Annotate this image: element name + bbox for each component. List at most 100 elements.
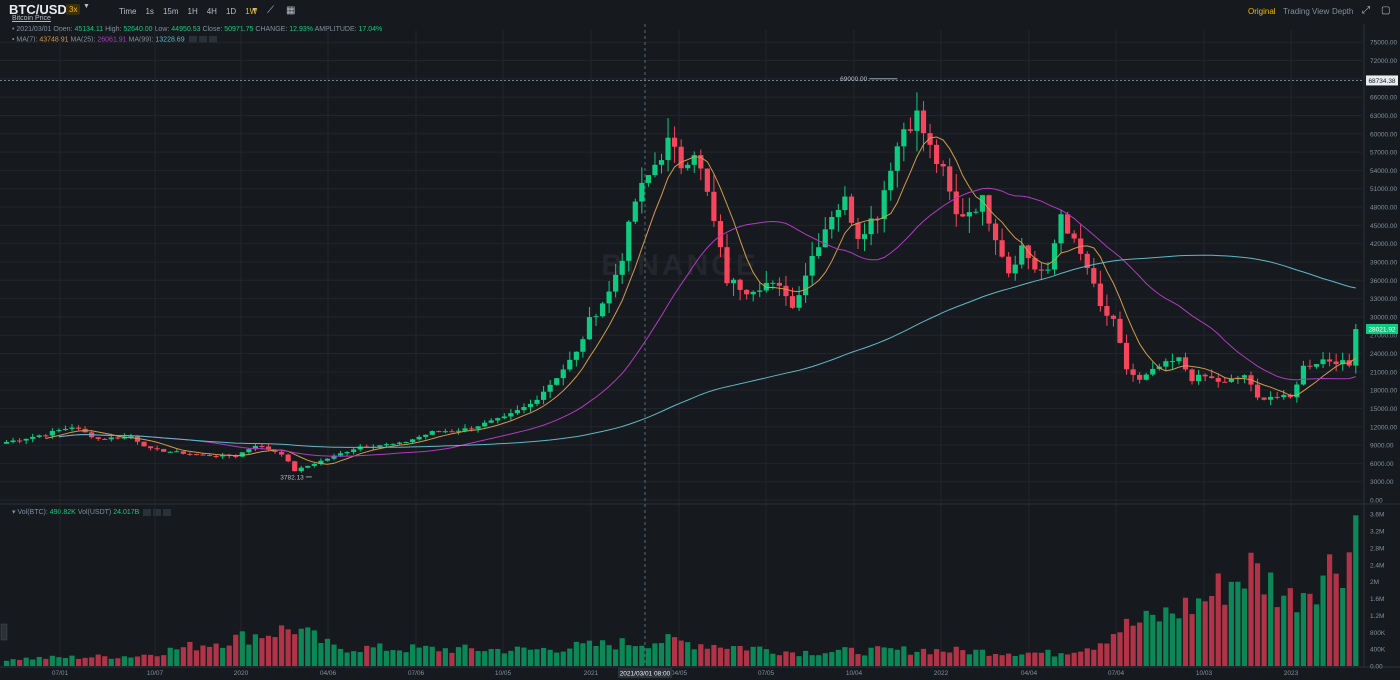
time-tick-label: 07/04 (1108, 670, 1125, 677)
candle-body (907, 129, 913, 131)
candle-body (43, 435, 49, 437)
candle-body (1222, 381, 1228, 383)
fullscreen-icon[interactable]: ⤢ (1362, 5, 1370, 16)
candle-body (1097, 283, 1103, 307)
candle-body (62, 428, 69, 431)
candle-body (1058, 214, 1064, 244)
volume-bar (154, 656, 160, 666)
ma-settings-icon[interactable] (188, 36, 197, 43)
amplitude-label: AMPLITUDE: (314, 26, 357, 33)
interval-1s[interactable]: 1s (145, 7, 154, 16)
view-trading-view[interactable]: Trading View (1283, 7, 1330, 16)
ma-close-icon[interactable] (208, 36, 217, 43)
volume-tick-label: 3.2M (1370, 529, 1384, 536)
chart-settings-icon[interactable]: ▦ (286, 5, 296, 16)
volume-collapse-icon[interactable]: ▾ (12, 509, 18, 516)
interval-1h[interactable]: 1H (187, 7, 198, 16)
vol-close-icon[interactable] (163, 508, 172, 516)
candle-body (521, 407, 527, 411)
candle-body (396, 442, 403, 444)
volume-bar (547, 649, 553, 666)
candle-body (894, 146, 900, 171)
layout-icon[interactable]: ▢ (1381, 5, 1391, 16)
candle-body (960, 214, 966, 217)
candle-body (239, 452, 245, 457)
candle-body (920, 110, 927, 134)
candle-body (154, 448, 160, 450)
time-tick-label: 07/01 (52, 670, 69, 677)
view-original[interactable]: Original (1248, 7, 1276, 16)
low-label: Low: (154, 26, 170, 33)
ma-legend: • MA(7): 43748.91 MA(25): 26061.91 MA(99… (12, 36, 217, 43)
interval-1d[interactable]: 1D (225, 7, 237, 16)
vol-settings-icon[interactable] (143, 508, 152, 516)
candle-body (639, 182, 645, 202)
volume-bar (1294, 612, 1300, 666)
pair-title[interactable]: BTC/USDT (9, 2, 75, 17)
candle-body (1117, 318, 1123, 343)
volume-bar (193, 650, 200, 666)
volume-bar (495, 648, 501, 666)
volume-bar (121, 656, 127, 666)
interval-1w[interactable]: 1W (245, 7, 258, 16)
price-tick-label: 21000.00 (1370, 369, 1397, 376)
volume-bar (1340, 588, 1346, 666)
volume-bar (1274, 607, 1280, 666)
interval-more-icon[interactable]: ▼ (251, 7, 258, 14)
interval-4h[interactable]: 4H (206, 7, 217, 16)
volume-bar (934, 649, 940, 666)
volume-bar (324, 638, 331, 666)
volume-bar (1176, 618, 1182, 666)
candle-body (1320, 359, 1326, 365)
volume-bar (1268, 572, 1274, 666)
candle-body (763, 282, 769, 291)
candle-body (822, 229, 828, 248)
candle-body (108, 437, 114, 440)
candle-body (1084, 253, 1090, 269)
time-tick-label: 2021 (584, 670, 599, 677)
candle-body (324, 458, 331, 461)
volume-bar (855, 654, 861, 666)
indicator-icon[interactable]: ⟋ (267, 5, 274, 16)
candle-body (750, 291, 756, 295)
candle-body (10, 440, 16, 443)
bitcoin-price-link[interactable]: Bitcoin Price (12, 15, 51, 22)
volume-bar (560, 651, 566, 666)
volume-bar (986, 655, 992, 666)
candle-body (403, 442, 409, 444)
chart-grid (0, 24, 1400, 668)
volume-bar (89, 657, 95, 666)
volume-bar (128, 657, 134, 666)
time-tick-label: 07/05 (758, 670, 775, 677)
candle-body (468, 428, 475, 430)
candle-body (940, 163, 946, 167)
candle-body (1163, 361, 1169, 367)
price-tick-label: 30000.00 (1370, 314, 1397, 321)
volume-bar (593, 645, 599, 666)
candle-body (1130, 369, 1136, 375)
volume-bar (658, 643, 665, 666)
pair-dropdown-icon[interactable]: ▼ (83, 3, 90, 10)
volume-bar (1051, 656, 1058, 666)
interval-time[interactable]: Time (119, 7, 137, 16)
candle-body (141, 441, 147, 447)
volume-bar (410, 644, 416, 666)
volume-bar (475, 651, 481, 666)
volume-bar (744, 650, 750, 666)
volume-bar (619, 638, 625, 666)
vol-hide-icon[interactable] (153, 508, 162, 516)
candle-body (803, 275, 809, 296)
volume-bar (75, 658, 82, 666)
crosshair-date-label: 2021/03/01 08:00 (620, 671, 671, 678)
low-annotation-label: 3782.13 (280, 474, 304, 481)
candle-body (233, 456, 239, 458)
price-tick-label: 36000.00 (1370, 278, 1397, 285)
ma-hide-icon[interactable] (198, 36, 207, 43)
volume-bar (822, 653, 828, 666)
view-depth[interactable]: Depth (1332, 7, 1354, 16)
interval-15m[interactable]: 15m (162, 7, 179, 16)
time-tick-label: 2020 (234, 670, 249, 677)
vol-usdt-label: Vol(USDT) (77, 509, 112, 516)
price-tick-label: 0.00 (1370, 498, 1383, 505)
